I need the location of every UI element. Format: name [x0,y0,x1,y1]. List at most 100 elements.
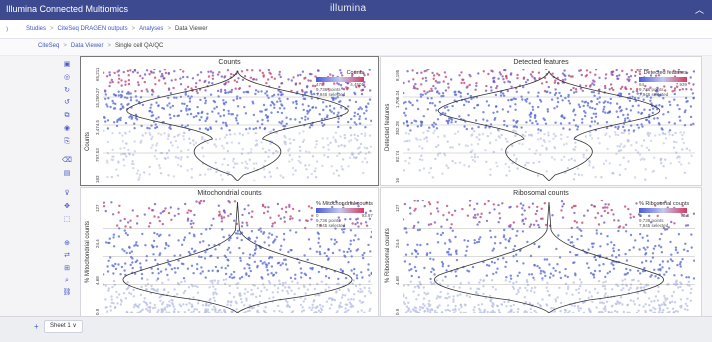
y-tick-label: 8,195 [395,69,400,81]
violin-outline [438,70,660,181]
select-icon[interactable]: ⬚ [63,216,71,223]
violin-plot[interactable] [103,200,372,313]
y-tick-label: 65,211 [95,67,100,81]
app-header: Illumina Connected Multiomics illumina ︿ [0,0,712,20]
sub-breadcrumb-current: Single cell QA/QC [114,43,164,49]
y-tick-label: 4.68 [395,275,400,285]
violin-outline [434,201,664,313]
panel-title: Detected features [513,59,569,66]
y-tick-label: 24.4 [395,239,400,249]
breadcrumb-analyses[interactable]: Analyses [139,26,164,32]
app-title: Illumina Connected Multiomics [6,4,129,14]
legend-color-bar [316,77,364,82]
y-tick-label: 1,706.24 [395,90,400,108]
filter-icon[interactable]: ⊽ [64,190,70,197]
breadcrumb-separator: > [167,26,171,32]
table-icon[interactable]: ▤ [63,170,71,177]
y-tick-label: 797.53 [95,148,100,162]
save-icon[interactable]: ▣ [63,61,71,68]
violin-panel-3[interactable]: Mitochondrial counts % Mitochondrial coun… [80,187,379,318]
chevron-up-icon[interactable]: ︿ [694,5,704,15]
violin-panel-1[interactable]: Counts Counts 65,211 15,250.27 3,474.5 797.53… [80,56,379,186]
breadcrumb-studies[interactable]: Studies [26,26,47,32]
plot-grid: Counts Counts 65,211 15,250.27 3,474.5 797.53… [80,56,703,318]
delete-icon[interactable]: ⌫ [62,157,72,164]
move-icon[interactable]: ✥ [64,203,70,210]
search-icon[interactable]: ⌕ [65,277,69,284]
sub-breadcrumb-dataviewer[interactable]: Data Viewer [70,43,104,49]
color-legend[interactable]: % Ribosomal counts 0 73.8 9,736 points 7,945… [639,201,689,228]
grid-icon[interactable]: ⊞ [64,265,70,272]
breadcrumb-separator: > [107,43,111,49]
y-tick-label: 127 [95,204,100,212]
legend-color-bar [639,208,687,213]
violin-plot[interactable] [103,69,372,181]
sheet-bar: + Sheet 1 ∨ [0,316,712,342]
color-legend[interactable]: Counts 470 4,4501 9,736 points 7,945 selecte… [316,70,364,97]
view-icon[interactable]: ◉ [63,125,71,132]
breadcrumb-separator: > [63,43,67,49]
legend-title: Detected features [643,70,687,76]
y-tick-label: 82.74 [395,150,400,162]
add-sheet-button[interactable]: + [34,322,39,331]
y-tick-label: 24.4 [95,239,100,249]
breadcrumb-separator: > [131,26,136,32]
violin-outline [122,201,353,313]
y-tick-label: 352.28 [395,121,400,135]
y-tick-label: 3,474.5 [95,119,100,135]
layers-icon[interactable]: ⧉ [64,112,70,119]
legend-max: 7,939 [675,82,687,87]
sub-breadcrumb-citeseq[interactable]: CiteSeq [38,43,60,49]
sheet-tab[interactable]: Sheet 1 ∨ [44,320,83,333]
y-axis-label: Counts [85,131,91,151]
y-tick-label: 0.9 [95,308,100,315]
plot-toolbar: ▣ ◎ ↻ ↺ ⧉ ◉ ⎘ ⌫ ▤ ⊽ ✥ ⬚ ⊕ ⇄ ⊞ ⌕ ⛓ [60,58,74,313]
link-icon[interactable]: ⛓ [62,289,72,296]
legend-max: 93.97 [361,213,373,218]
sub-breadcrumb: CiteSeq > Data Viewer > Single cell QA/Q… [0,39,712,56]
violin-outline [126,70,349,181]
legend-points: 9,736 points [316,87,341,92]
panel-title: Ribosomal counts [513,190,569,197]
sidebar-toggle-icon[interactable]: ⟩ [6,27,9,33]
zoom-icon[interactable]: ⊕ [64,240,70,247]
undo-icon[interactable]: ↺ [64,99,70,106]
breadcrumb: ⟩ Studies > CiteSeq DRAGEN outputs > Ana… [0,20,712,39]
settings-icon[interactable]: ◎ [63,74,71,81]
legend-min: 0 [639,213,642,218]
panel-title: Counts [218,59,241,66]
breadcrumb-separator: > [50,26,54,32]
swap-icon[interactable]: ⇄ [64,252,70,259]
copy-icon[interactable]: ⎘ [64,138,70,145]
legend-min: 64 [639,82,645,87]
legend-max: 73.8 [680,213,690,218]
y-axis-label: Detected features [385,103,391,151]
illumina-logo: illumina [330,3,367,14]
color-legend[interactable]: Detected features 64 7,939 9,736 points 7,94… [639,70,687,97]
legend-min: 0 [316,213,319,218]
violin-plot[interactable] [403,200,695,313]
breadcrumb-current: Data Viewer [174,26,208,32]
legend-selected: 7,945 selected [639,92,669,97]
legend-points: 9,736 points [639,218,664,223]
refresh-icon[interactable]: ↻ [64,87,70,94]
legend-selected: 7,945 selected [316,223,346,228]
panel-title: Mitochondrial counts [197,190,262,197]
y-tick-label: 4.68 [95,275,100,285]
color-legend[interactable]: % Mitochondrial counts 0 93.97 9,736 points… [316,201,373,228]
breadcrumb-project[interactable]: CiteSeq DRAGEN outputs [57,26,128,32]
y-tick-label: 127 [395,204,400,212]
legend-color-bar [639,77,687,82]
violin-panel-2[interactable]: Detected features Detected features 8,195 1… [380,56,702,186]
y-tick-label: 16 [395,177,400,183]
legend-points: 9,736 points [316,218,341,223]
violin-plot[interactable] [403,69,695,181]
legend-min: 470 [316,82,324,87]
violin-panel-4[interactable]: Ribosomal counts % Ribosomal counts 127 24.… [380,187,702,318]
legend-max: 4,4501 [350,82,364,87]
legend-title: % Mitochondrial counts [316,201,373,207]
y-axis-label: % Mitochondrial counts [85,220,91,283]
y-tick-label: 183 [95,175,100,183]
y-tick-label: 15,250.27 [95,87,100,108]
legend-points: 9,736 points [639,87,664,92]
